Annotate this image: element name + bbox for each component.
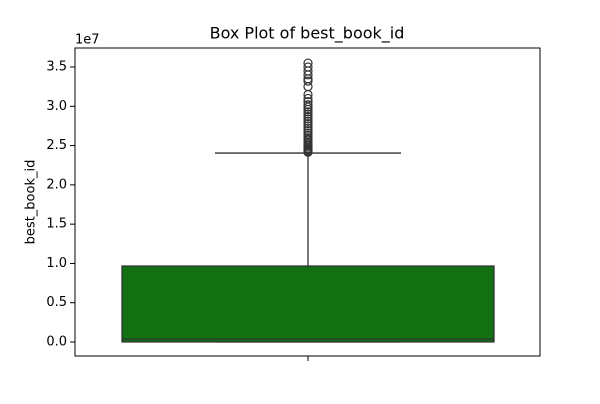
y-tick-label: 1.0 bbox=[46, 256, 67, 271]
outlier bbox=[303, 111, 313, 122]
outlier bbox=[303, 128, 313, 138]
outlier bbox=[303, 93, 313, 104]
outlier bbox=[303, 118, 313, 129]
outlier bbox=[303, 114, 313, 124]
outlier bbox=[303, 126, 313, 136]
y-tick-label: 2.0 bbox=[46, 177, 67, 192]
outlier bbox=[303, 109, 313, 119]
outlier bbox=[303, 133, 313, 143]
outlier bbox=[303, 102, 313, 112]
y-tick-label: 3.0 bbox=[46, 99, 67, 114]
y-axis-label: best_book_id bbox=[24, 160, 39, 245]
y-tick-label: 0.5 bbox=[46, 295, 67, 310]
box bbox=[121, 265, 495, 343]
y-tick-label: 0.0 bbox=[46, 335, 67, 350]
outlier bbox=[303, 76, 313, 86]
outlier bbox=[303, 62, 313, 72]
y-tick-label: 2.5 bbox=[46, 138, 67, 153]
outlier bbox=[303, 58, 313, 68]
y-tick-label: 1.5 bbox=[46, 217, 67, 232]
offset-label: 1e7 bbox=[75, 33, 100, 48]
outlier bbox=[303, 116, 313, 126]
outlier bbox=[303, 121, 313, 131]
outlier bbox=[303, 100, 313, 110]
y-tick-label: 3.5 bbox=[46, 60, 67, 75]
chart-title: Box Plot of best_book_id bbox=[210, 24, 405, 44]
outlier bbox=[303, 96, 313, 107]
outlier bbox=[303, 107, 313, 117]
outlier bbox=[303, 123, 313, 133]
outlier bbox=[303, 130, 313, 140]
